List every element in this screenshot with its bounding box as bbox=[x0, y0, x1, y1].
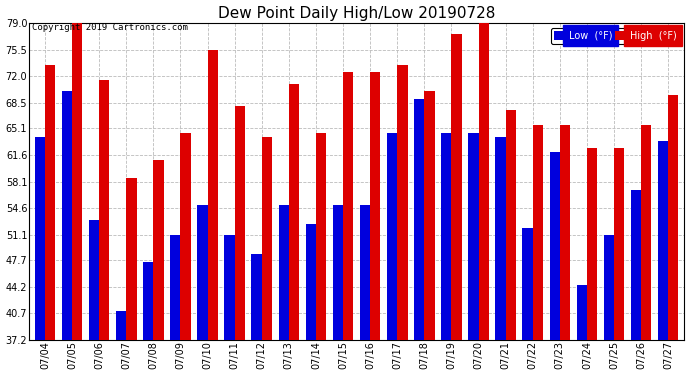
Bar bbox=[61, 92, 72, 340]
Bar bbox=[549, 152, 560, 340]
Title: Dew Point Daily High/Low 20190728: Dew Point Daily High/Low 20190728 bbox=[218, 6, 495, 21]
Bar bbox=[441, 133, 451, 340]
Bar bbox=[45, 65, 55, 340]
Bar bbox=[631, 190, 641, 340]
Bar bbox=[306, 224, 316, 340]
Bar bbox=[251, 254, 262, 340]
Bar bbox=[397, 65, 408, 340]
Bar bbox=[451, 34, 462, 340]
Bar bbox=[658, 141, 668, 340]
Bar bbox=[197, 205, 208, 340]
Bar bbox=[469, 133, 478, 340]
Bar bbox=[506, 110, 516, 340]
Bar bbox=[414, 99, 424, 340]
Bar bbox=[143, 262, 153, 340]
Text: Copyright 2019 Cartronics.com: Copyright 2019 Cartronics.com bbox=[32, 23, 188, 32]
Bar bbox=[262, 137, 272, 340]
Bar bbox=[560, 125, 570, 340]
Bar bbox=[289, 84, 299, 340]
Bar bbox=[587, 148, 597, 340]
Bar bbox=[89, 220, 99, 340]
Bar bbox=[387, 133, 397, 340]
Bar bbox=[533, 125, 543, 340]
Bar bbox=[333, 205, 343, 340]
Bar bbox=[181, 133, 190, 340]
Bar bbox=[208, 50, 218, 340]
Bar bbox=[72, 23, 82, 340]
Bar bbox=[668, 95, 678, 340]
Bar bbox=[235, 106, 245, 340]
Bar bbox=[153, 159, 164, 340]
Bar bbox=[126, 178, 137, 340]
Bar bbox=[614, 148, 624, 340]
Bar bbox=[99, 80, 110, 340]
Bar bbox=[641, 125, 651, 340]
Bar bbox=[34, 137, 45, 340]
Legend: Low  (°F), High  (°F): Low (°F), High (°F) bbox=[551, 28, 680, 44]
Bar bbox=[224, 236, 235, 340]
Bar bbox=[116, 311, 126, 340]
Bar bbox=[279, 205, 289, 340]
Bar bbox=[359, 205, 370, 340]
Bar bbox=[522, 228, 533, 340]
Bar bbox=[370, 72, 380, 340]
Bar bbox=[424, 92, 435, 340]
Bar bbox=[495, 137, 506, 340]
Bar bbox=[170, 236, 181, 340]
Bar bbox=[343, 72, 353, 340]
Bar bbox=[478, 20, 489, 340]
Bar bbox=[316, 133, 326, 340]
Bar bbox=[604, 236, 614, 340]
Bar bbox=[577, 285, 587, 340]
